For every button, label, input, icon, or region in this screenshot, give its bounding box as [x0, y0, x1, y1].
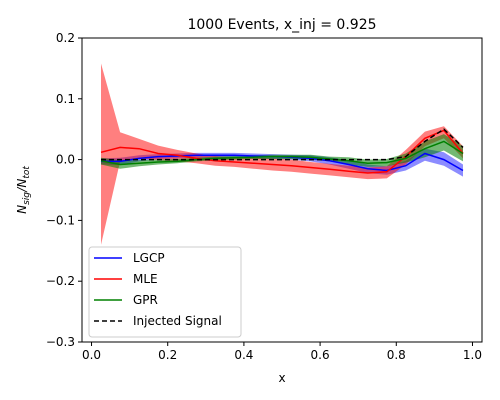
legend-label-gpr: GPR — [133, 293, 158, 307]
x-tick-label: 0.6 — [311, 348, 330, 362]
gpr-line — [100, 140, 464, 166]
y-tick-label: −0.3 — [46, 335, 75, 349]
plot-area — [100, 63, 464, 245]
x-axis-label: x — [278, 371, 285, 385]
legend-box — [88, 246, 242, 338]
y-tick-label: 0.2 — [56, 31, 75, 45]
x-tick-label: 1.0 — [463, 348, 482, 362]
chart-title: 1000 Events, x_inj = 0.925 — [187, 17, 376, 33]
axis-ticks: 0.0 0.2 0.4 0.6 0.8 1.0 −0.3 −0.2 −0.1 0.0 0.1 0.2 — [46, 31, 482, 362]
y-tick-label: 0.1 — [56, 92, 75, 106]
legend-label-injected-signal: Injected Signal — [133, 314, 222, 328]
x-tick-label: 0.0 — [82, 348, 101, 362]
y-tick-label: 0.0 — [56, 153, 75, 167]
y-tick-label: −0.2 — [46, 274, 75, 288]
mle-confidence-band — [101, 63, 463, 245]
injected-signal-line — [101, 128, 464, 161]
x-tick-label: 0.2 — [158, 348, 177, 362]
y-tick-label: −0.1 — [46, 213, 75, 227]
legend: LGCP MLE GPR Injected Signal — [88, 246, 242, 338]
axes-frame — [81, 37, 483, 343]
y-axis-label: Nsig /Ntot — [15, 166, 32, 214]
legend-label-mle: MLE — [133, 272, 158, 286]
x-tick-label: 0.4 — [234, 348, 253, 362]
legend-label-lgcp: LGCP — [133, 251, 165, 265]
x-tick-label: 0.8 — [387, 348, 406, 362]
